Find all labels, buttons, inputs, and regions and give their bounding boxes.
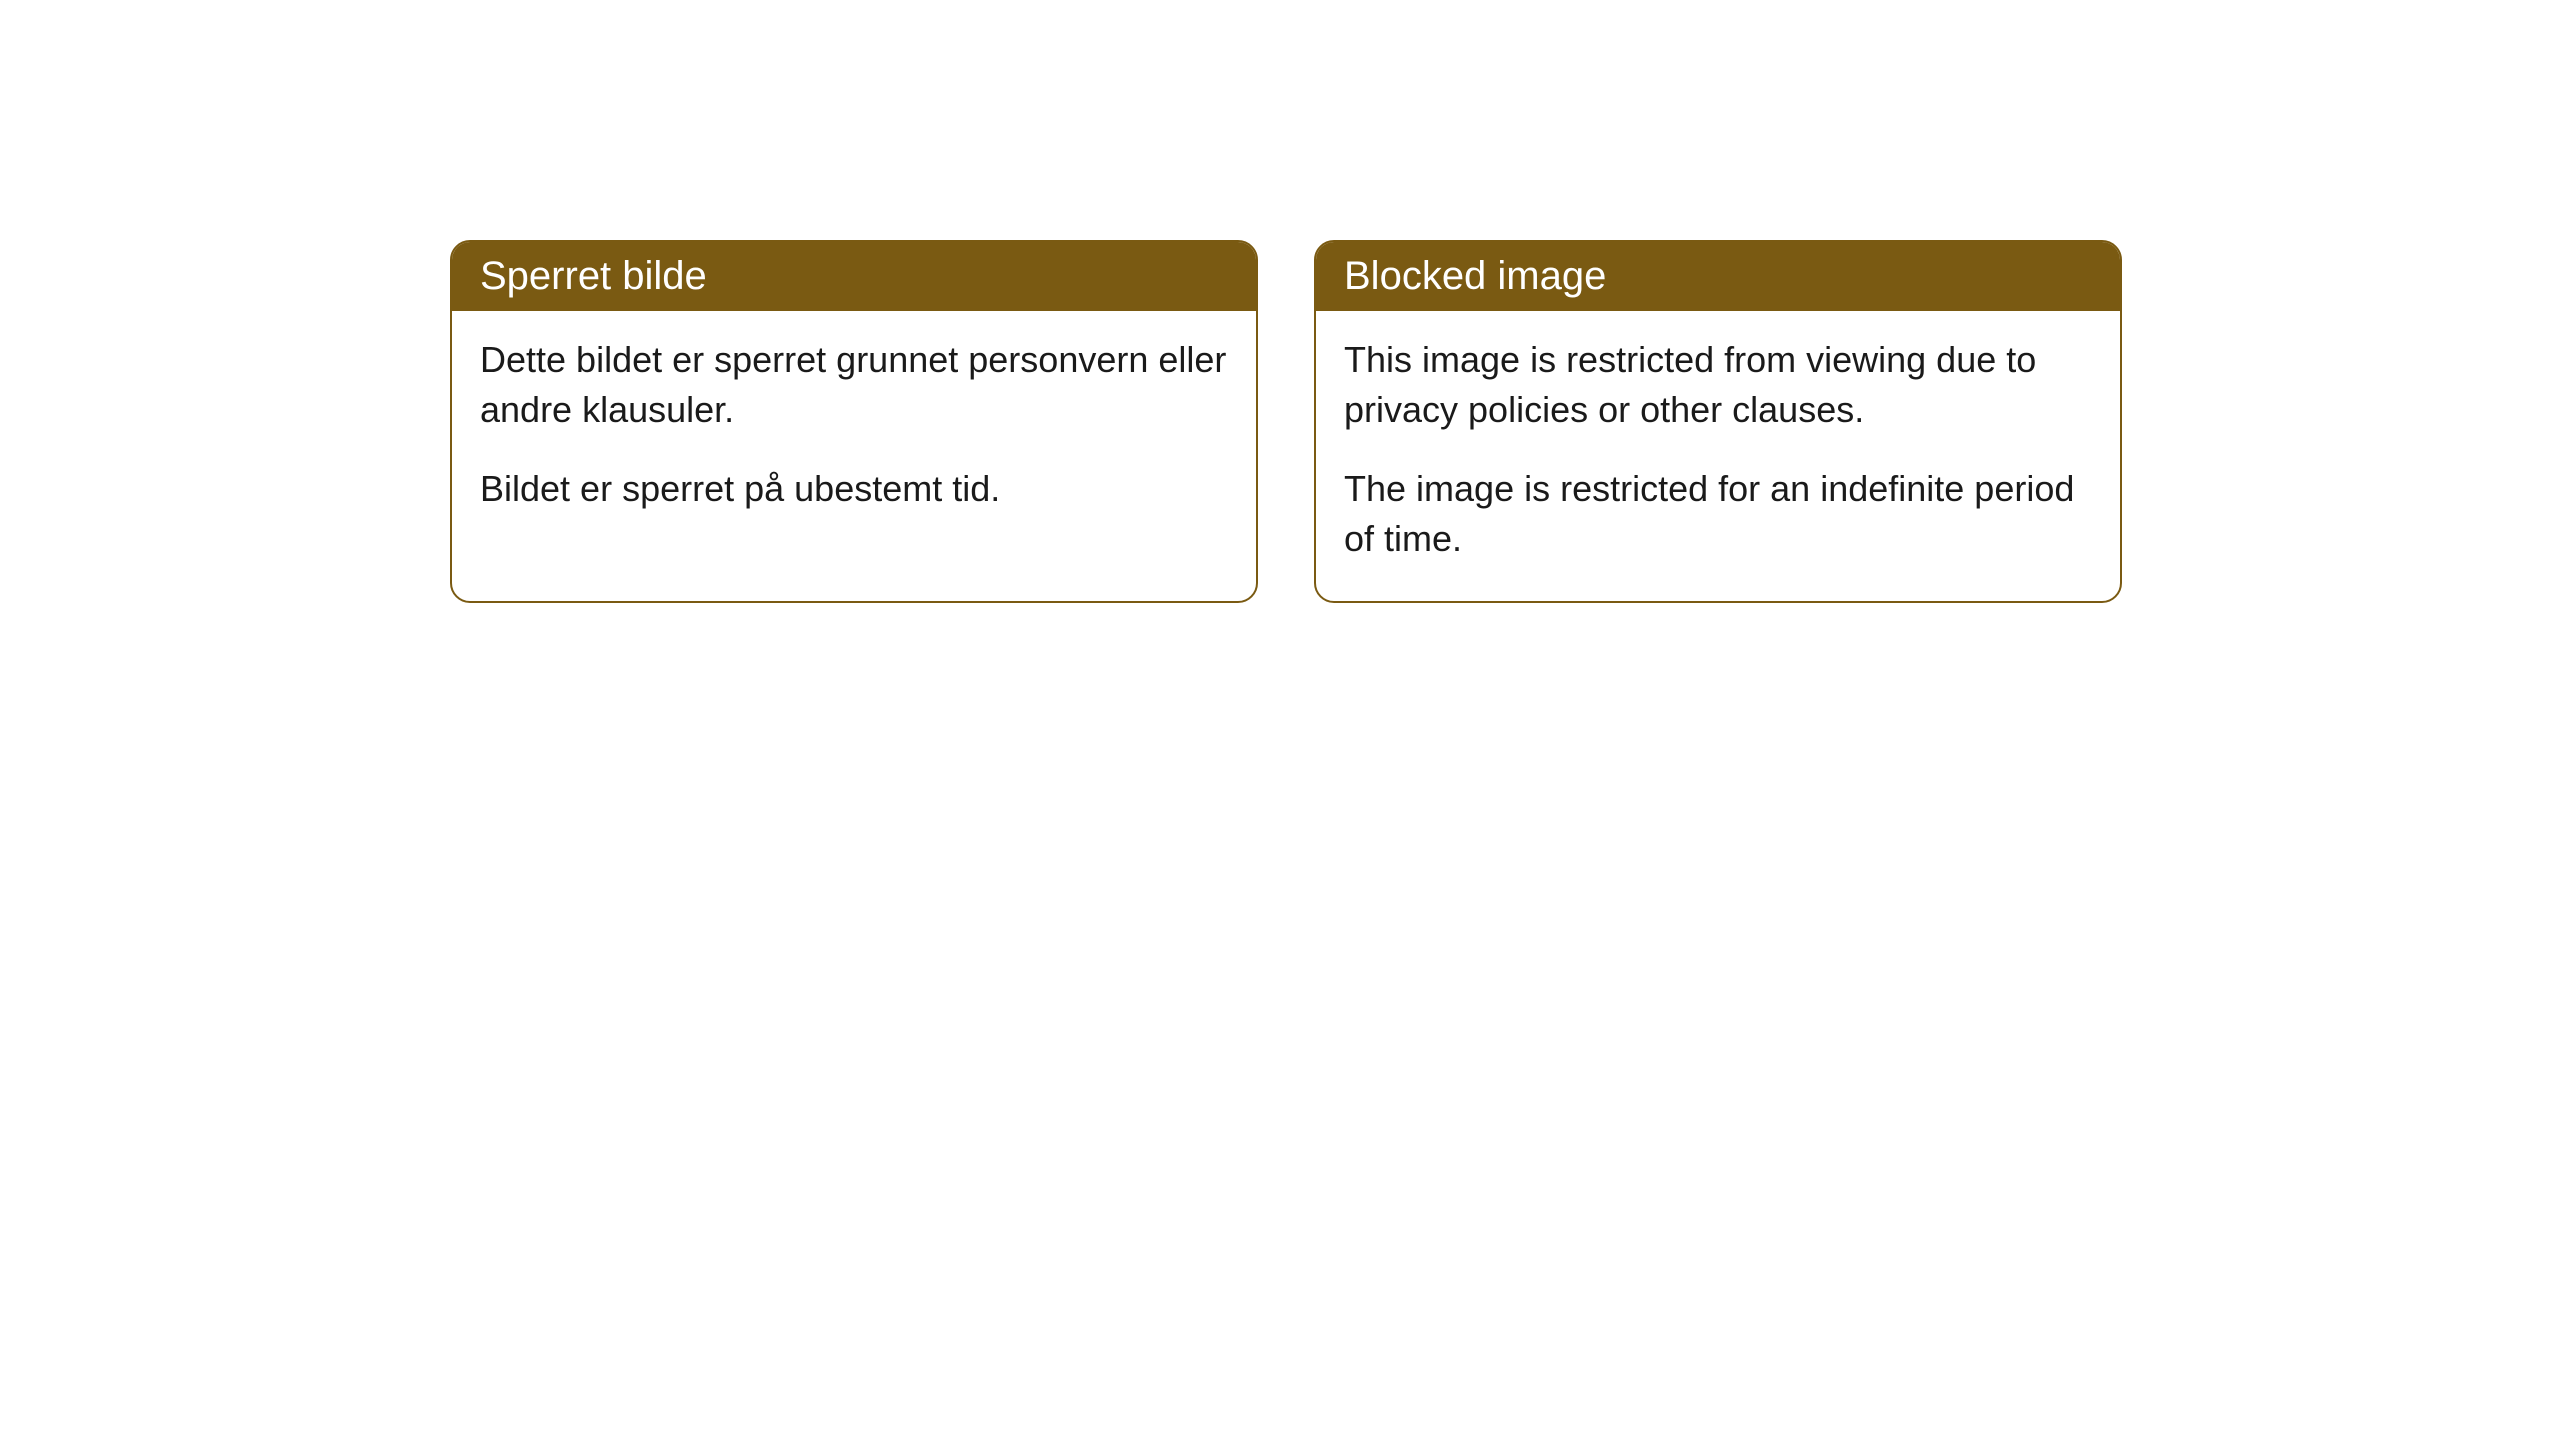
card-text-line-2: The image is restricted for an indefinit… (1344, 464, 2092, 565)
card-title: Sperret bilde (480, 254, 707, 298)
card-body-english: This image is restricted from viewing du… (1316, 311, 2120, 601)
card-body-norwegian: Dette bildet er sperret grunnet personve… (452, 311, 1256, 550)
card-header-norwegian: Sperret bilde (452, 242, 1256, 311)
card-title: Blocked image (1344, 254, 1606, 298)
card-text-line-1: This image is restricted from viewing du… (1344, 335, 2092, 436)
card-text-line-2: Bildet er sperret på ubestemt tid. (480, 464, 1228, 514)
card-text-line-1: Dette bildet er sperret grunnet personve… (480, 335, 1228, 436)
card-header-english: Blocked image (1316, 242, 2120, 311)
cards-container: Sperret bilde Dette bildet er sperret gr… (450, 240, 2122, 603)
card-english: Blocked image This image is restricted f… (1314, 240, 2122, 603)
card-norwegian: Sperret bilde Dette bildet er sperret gr… (450, 240, 1258, 603)
